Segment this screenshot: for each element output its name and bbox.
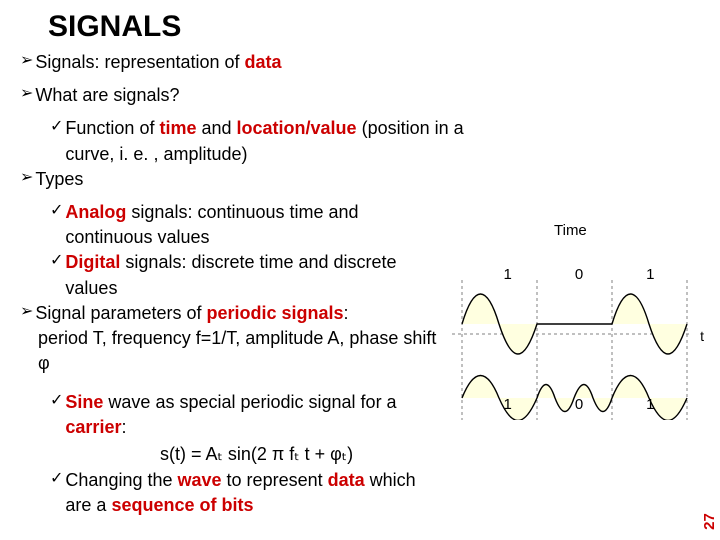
- bullet-function-time-location: ✓ Function of time and location/value (p…: [50, 116, 704, 166]
- triangle-bullet-icon: ➢: [20, 83, 33, 105]
- red-term-wave: wave: [178, 470, 222, 490]
- red-term-data: data: [245, 52, 282, 72]
- bit-value: 1: [646, 396, 654, 413]
- bit-value: 1: [503, 396, 511, 413]
- check-bullet-icon: ✓: [50, 390, 63, 412]
- bullet-changing-wave: ✓ Changing the wave to represent data wh…: [50, 468, 440, 518]
- check-bullet-icon: ✓: [50, 468, 63, 490]
- triangle-bullet-icon: ➢: [20, 50, 33, 72]
- bullet-sine-carrier: ✓ Sine wave as special periodic signal f…: [50, 390, 440, 440]
- bits-row-bottom: 1 0 1: [444, 396, 704, 413]
- red-term-digital: Digital: [65, 252, 120, 272]
- page-title: SIGNALS: [0, 0, 720, 50]
- red-term-carrier: carrier: [65, 417, 121, 437]
- left-column: ✓ Analog signals: continuous time and co…: [20, 200, 440, 518]
- red-term-sine: Sine: [65, 392, 103, 412]
- diagram-column: Time 1 0 1: [444, 200, 704, 518]
- check-bullet-icon: ✓: [50, 250, 63, 272]
- page-number: 27: [701, 513, 718, 530]
- main-two-column: ✓ Analog signals: continuous time and co…: [20, 200, 704, 518]
- red-term-periodic-signals: periodic signals: [207, 303, 344, 323]
- bullet-types: ➢ Types: [20, 167, 704, 192]
- bullet-signal-parameters: ➢ Signal parameters of periodic signals:: [20, 301, 440, 326]
- red-term-data2: data: [328, 470, 365, 490]
- bullet-analog: ✓ Analog signals: continuous time and co…: [50, 200, 440, 250]
- check-bullet-icon: ✓: [50, 200, 63, 222]
- red-term-location-value: location/value: [237, 118, 357, 138]
- bullet-what-are-signals: ➢ What are signals?: [20, 83, 704, 108]
- red-term-sequence-bits: sequence of bits: [111, 495, 253, 515]
- bit-value: 0: [575, 396, 583, 413]
- time-label: Time: [554, 222, 587, 239]
- red-term-analog: Analog: [65, 202, 126, 222]
- bullet-signals-data: ➢ Signals: representation of data: [20, 50, 704, 75]
- red-term-time: time: [159, 118, 196, 138]
- parameters-list: period T, frequency f=1/T, amplitude A, …: [38, 326, 440, 376]
- sine-formula: s(t) = Aₜ sin(2 π fₜ t + φₜ): [160, 441, 440, 468]
- triangle-bullet-icon: ➢: [20, 167, 33, 189]
- triangle-bullet-icon: ➢: [20, 301, 33, 323]
- bullet-digital: ✓ Digital signals: discrete time and dis…: [50, 250, 440, 300]
- t-axis-label: t: [700, 328, 704, 344]
- check-bullet-icon: ✓: [50, 116, 63, 138]
- content-area: ➢ Signals: representation of data ➢ What…: [0, 50, 720, 518]
